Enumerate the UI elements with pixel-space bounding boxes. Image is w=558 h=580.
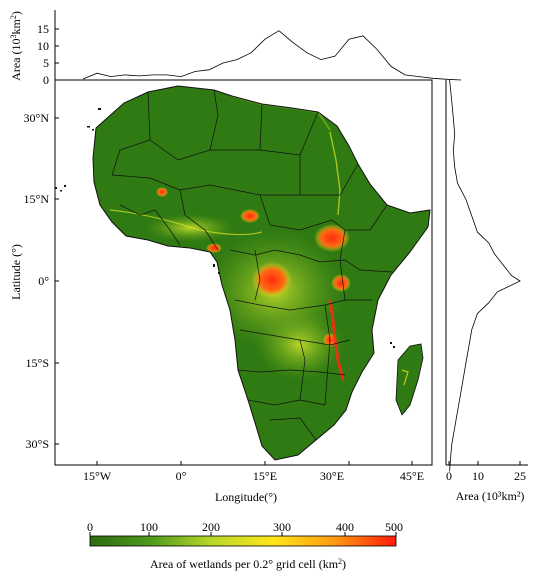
right-xtick-0: 0 (446, 469, 452, 483)
ytick-15S: 15°S (26, 356, 49, 370)
top-ytick-0: 0 (43, 73, 49, 87)
cbtick-200: 200 (202, 520, 220, 534)
right-panel-x-ticks: 0 10 25 (446, 461, 526, 483)
svg-text:Area (103km2): Area (103km2) (9, 11, 23, 81)
top-histogram-panel: 0 5 10 15 Area (103km2) (9, 10, 462, 87)
colorbar-label: Area of wetlands per 0.2° grid cell (km2… (150, 557, 346, 571)
top-ylabel-close: ) (9, 11, 23, 15)
country-borders (111, 89, 393, 441)
xtick-45E: 45°E (400, 469, 424, 483)
xtick-30E: 30°E (320, 469, 344, 483)
africa-coastline (92, 85, 431, 461)
ytick-30N: 30°N (24, 111, 50, 125)
right-histogram-panel: 0 10 25 Area (10³km²) (445, 79, 528, 503)
map-x-ticks: 15°W 0° 15°E 30°E 45°E (83, 461, 424, 483)
map-xlabel: Longitude(°) (215, 490, 277, 504)
cbtick-500: 500 (385, 520, 403, 534)
inner-niger-delta-hotspot (156, 187, 168, 197)
ytick-0: 0° (38, 274, 49, 288)
top-histogram-line (82, 30, 462, 81)
sudd-wetland-hotspot (314, 224, 350, 252)
map-panel: 30°N 15°N 0° 15°S 30°S 15°W 0° 15°E 30°E… (9, 79, 433, 504)
small-islands (55, 108, 395, 348)
southern-basin-halo (255, 310, 345, 380)
colorbar: 0 100 200 300 400 500 Area of wetlands p… (87, 520, 403, 571)
rift-lakes-wetlands (328, 299, 345, 381)
xtick-0: 0° (176, 469, 187, 483)
madagascar-wetlands (401, 369, 409, 386)
top-panel-ylabel: Area (103km2) (9, 11, 23, 81)
nile-corridor (329, 131, 341, 216)
right-xtick-25: 25 (514, 469, 526, 483)
cbtick-400: 400 (336, 520, 354, 534)
colorbar-gradient (89, 535, 397, 547)
cbtick-100: 100 (140, 520, 158, 534)
madagascar (395, 343, 424, 416)
niger-delta-hotspot (206, 243, 222, 253)
right-xtick-10: 10 (472, 469, 484, 483)
cbtick-300: 300 (273, 520, 291, 534)
cbtick-0: 0 (87, 520, 93, 534)
top-ylabel-main: Area (10 (9, 39, 23, 81)
sahel-wetland-streak (109, 209, 263, 236)
top-ylabel-unit: km (9, 19, 23, 35)
top-ytick-15: 15 (37, 22, 49, 36)
map-ylabel: Latitude (°) (9, 244, 23, 300)
map-y-ticks: 30°N 15°N 0° 15°S 30°S (24, 111, 59, 451)
lake-victoria-hotspot (331, 274, 351, 292)
colorbar-ticks: 0 100 200 300 400 500 (87, 520, 403, 536)
top-ytick-10: 10 (37, 39, 49, 53)
right-histogram-line (449, 79, 521, 472)
top-ytick-5: 5 (43, 56, 49, 70)
right-panel-xlabel: Area (10³km²) (456, 489, 525, 503)
colorbar-label-close: ) (342, 557, 346, 571)
colorbar-label-sup: 2 (338, 557, 342, 566)
colorbar-label-main: Area of wetlands per 0.2° grid cell (km (150, 557, 339, 571)
ytick-15N: 15°N (24, 192, 50, 206)
lake-chad-hotspot (240, 209, 260, 223)
xtick-15W: 15°W (83, 469, 112, 483)
congo-wetland-hotspot (252, 262, 292, 298)
ytick-30S: 30°S (26, 437, 49, 451)
top-ylabel-sup: 3 (9, 35, 18, 39)
xtick-15E: 15°E (253, 469, 277, 483)
top-ylabel-sup2: 2 (9, 15, 18, 19)
top-panel-y-ticks: 0 5 10 15 (37, 22, 59, 87)
